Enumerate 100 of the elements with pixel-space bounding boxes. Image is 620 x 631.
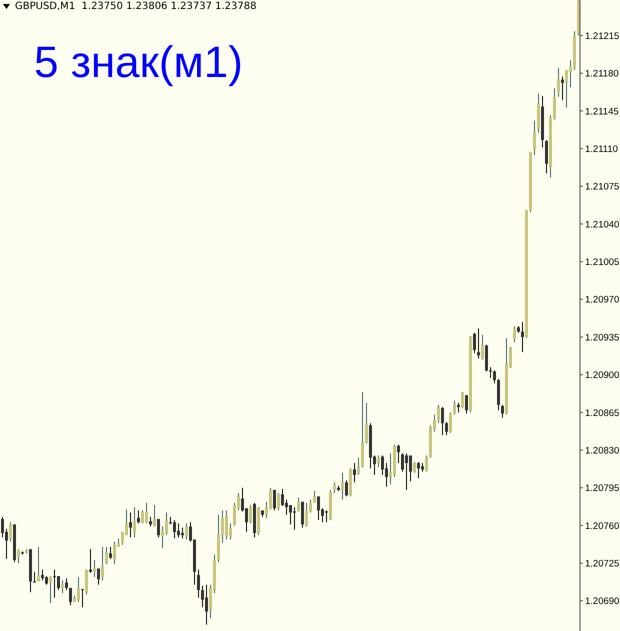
candlestick xyxy=(197,569,200,598)
candlestick xyxy=(33,571,36,584)
candlestick xyxy=(85,569,88,595)
candlestick xyxy=(513,326,516,343)
candlestick xyxy=(377,454,380,468)
y-tick-label: 1.21180 xyxy=(585,68,619,80)
candlestick xyxy=(57,576,60,591)
y-tick-label: 1.20900 xyxy=(585,370,620,382)
candlestick xyxy=(273,489,276,511)
candlestick xyxy=(361,391,364,468)
candlestick xyxy=(177,522,180,538)
candlestick xyxy=(97,568,100,586)
candlestick xyxy=(381,454,384,476)
candlestick xyxy=(141,510,144,524)
candlestick xyxy=(81,588,84,608)
candlestick xyxy=(521,321,524,353)
candlestick xyxy=(545,139,548,174)
candlestick xyxy=(445,422,448,436)
chart-subtitle: GBPUSD,M1 1.23750 1.23806 1.23737 1.23788 xyxy=(15,1,256,12)
y-tick-label: 1.21145 xyxy=(585,106,619,118)
candlestick xyxy=(133,506,136,538)
candlestick xyxy=(413,461,416,474)
candlestick xyxy=(41,569,44,581)
candlestick xyxy=(477,328,480,360)
candlestick xyxy=(557,67,560,98)
candlestick xyxy=(9,522,12,542)
candlestick xyxy=(465,394,468,414)
y-tick-label: 1.21005 xyxy=(585,257,620,268)
candlestick xyxy=(401,452,404,472)
candlestick xyxy=(185,522,188,540)
candlestick xyxy=(489,366,492,378)
candlestick xyxy=(61,580,64,594)
candlestick xyxy=(405,452,408,490)
candlestick xyxy=(145,502,148,524)
candlestick xyxy=(65,578,68,591)
candlestick xyxy=(325,510,328,523)
y-tick-label: 1.20760 xyxy=(585,520,620,532)
candlestick xyxy=(305,502,308,528)
candlestick xyxy=(425,454,428,472)
candlestick xyxy=(69,587,72,606)
candlestick xyxy=(205,584,208,626)
candlestick xyxy=(153,504,156,528)
candlestick xyxy=(341,472,344,500)
candlestick xyxy=(1,516,4,538)
candlestick xyxy=(297,496,300,512)
candlestick xyxy=(357,457,360,476)
candlestick xyxy=(289,504,292,525)
candlestick xyxy=(281,488,284,507)
y-tick-label: 1.20970 xyxy=(585,294,620,306)
candlestick xyxy=(565,69,568,108)
candlestick xyxy=(165,512,168,536)
candlestick xyxy=(441,406,444,436)
candlestick xyxy=(317,496,320,521)
candlestick xyxy=(157,518,160,538)
candlestick xyxy=(101,546,104,581)
candlestick xyxy=(249,504,252,524)
candlestick xyxy=(53,569,56,598)
candlestick xyxy=(533,120,536,156)
candlestick xyxy=(77,576,80,602)
candlestick xyxy=(105,546,108,565)
y-tick-label: 1.20725 xyxy=(585,558,620,570)
candlestick xyxy=(345,480,348,497)
candlestick xyxy=(93,559,96,578)
candlestick xyxy=(481,334,484,360)
candlestick xyxy=(37,546,40,582)
candlestick xyxy=(561,76,564,101)
candlestick xyxy=(17,548,20,564)
candlestick xyxy=(473,332,476,354)
candlestick xyxy=(89,548,92,574)
candlestick xyxy=(113,541,116,565)
text: 5 знак(м1) xyxy=(34,38,243,88)
candlestick xyxy=(457,402,460,413)
y-tick-label: 1.20795 xyxy=(585,483,620,494)
candlestick xyxy=(493,370,496,384)
y-tick-label: 1.20690 xyxy=(585,596,620,608)
candlestick xyxy=(313,490,316,504)
y-tick-label: 1.20865 xyxy=(585,408,620,419)
candlestick xyxy=(201,585,204,608)
y-tick-label: 1.21215 xyxy=(585,30,620,42)
candlestick xyxy=(417,461,420,479)
candlestick xyxy=(49,576,52,604)
y-tick-label: 1.21040 xyxy=(585,219,620,230)
candlestick xyxy=(109,546,112,560)
candlestick xyxy=(397,444,400,464)
candlestick xyxy=(333,482,336,494)
candlestick xyxy=(277,492,280,511)
candlestick xyxy=(129,512,132,538)
candlestick xyxy=(293,506,296,530)
candlestick xyxy=(225,510,228,540)
candlestick xyxy=(365,402,368,444)
y-tick-label: 1.21075 xyxy=(585,182,620,193)
candlestick xyxy=(453,400,456,416)
candlestick xyxy=(353,462,356,483)
candlestick xyxy=(137,510,140,524)
candlestick xyxy=(501,404,504,418)
candlestick xyxy=(181,527,184,539)
candlestick xyxy=(461,391,464,409)
candlestick xyxy=(409,454,412,482)
candlestick xyxy=(173,520,176,539)
candlestick xyxy=(449,412,452,434)
